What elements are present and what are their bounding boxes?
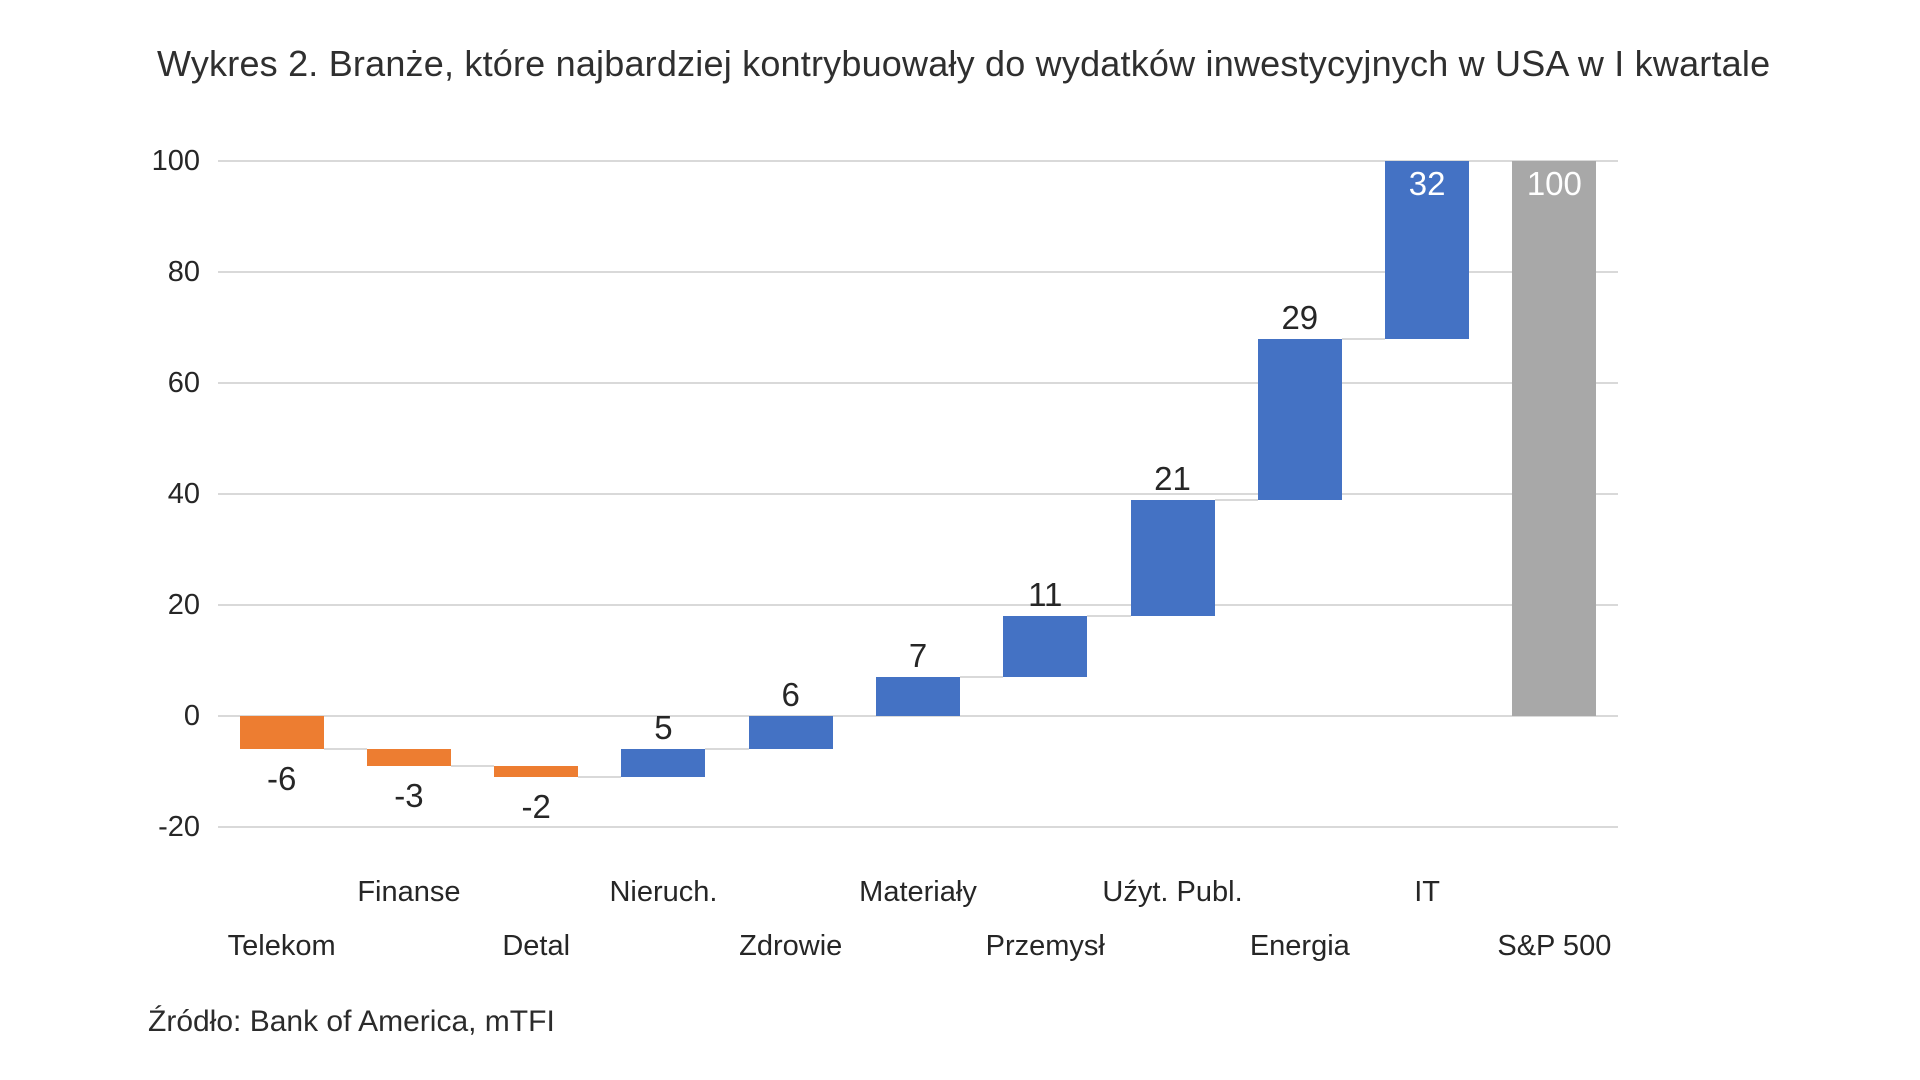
bar-value-label-zdrowie: 6 — [781, 676, 800, 713]
gridline-100 — [218, 160, 1618, 162]
waterfall-bar-energia — [1257, 338, 1342, 500]
chart-title: Wykres 2. Branże, które najbardziej kont… — [157, 43, 1771, 84]
waterfall-bar-detal — [494, 765, 579, 778]
y-axis-tick-20: 20 — [167, 589, 200, 621]
source-note: Źródło: Bank of America, mTFI — [148, 1005, 555, 1038]
waterfall-bar-nieruch — [621, 749, 706, 778]
y-axis-tick-100: 100 — [151, 145, 200, 177]
gridline--20 — [218, 826, 1618, 828]
y-axis-tick-40: 40 — [167, 478, 200, 510]
bar-value-label-przemysl: 11 — [1028, 576, 1063, 614]
x-axis-label-energia: Energia — [1249, 930, 1350, 962]
bar-value-label-telekom: -6 — [266, 760, 297, 798]
bar-value-label-finanse: -3 — [394, 776, 424, 814]
y-axis-tick--20: -20 — [158, 811, 200, 843]
x-axis-label-detal: Detal — [502, 930, 571, 962]
connector-finanse-to-detal — [450, 764, 495, 767]
x-axis-label-nieruch: Nieruch. — [609, 876, 718, 908]
connector-materialy-to-przemysl — [960, 676, 1004, 679]
x-axis-label-telekom: Telekom — [227, 930, 336, 962]
x-axis-label-finanse: Finanse — [357, 876, 461, 908]
bar-value-label-nieruch: 5 — [654, 709, 673, 747]
gridline-80 — [218, 271, 1618, 273]
connector-przemysl-to-uzyt-publ — [1087, 615, 1131, 618]
y-axis-tick-80: 80 — [167, 256, 200, 288]
waterfall-bar-finanse — [366, 749, 451, 766]
bar-value-label-detal: -2 — [521, 788, 551, 826]
gridline-0 — [218, 715, 1618, 717]
waterfall-bar-uzyt-publ — [1130, 499, 1215, 617]
bar-value-label-energia: 29 — [1281, 298, 1319, 336]
gridline-20 — [218, 604, 1618, 606]
bar-value-label-uzyt-publ: 21 — [1154, 459, 1191, 497]
y-axis-tick-60: 60 — [167, 367, 200, 399]
waterfall-bar-zdrowie — [748, 716, 833, 750]
x-axis-label-zdrowie: Zdrowie — [739, 930, 843, 962]
waterfall-bar-materialy — [876, 677, 960, 716]
bar-value-label-s-p-500: 100 — [1526, 165, 1582, 202]
connector-detal-to-nieruch — [578, 776, 622, 779]
gridline-40 — [218, 493, 1618, 495]
x-axis-label-uzyt-publ: Uźyt. Publ. — [1102, 876, 1243, 908]
total-bar-s-p-500 — [1512, 161, 1597, 716]
x-axis-label-it: IT — [1414, 876, 1440, 908]
connector-uzyt-publ-to-energia — [1214, 498, 1258, 501]
y-axis-tick-0: 0 — [183, 700, 200, 732]
connector-it-to-s-p-500 — [1469, 160, 1513, 162]
bar-value-label-materialy: 7 — [908, 637, 928, 675]
connector-telekom-to-finanse — [323, 748, 367, 751]
waterfall-bar-it — [1385, 161, 1470, 339]
x-axis-label-materialy: Materiały — [859, 876, 977, 908]
bar-value-label-it: 32 — [1408, 165, 1446, 202]
connector-nieruch-to-zdrowie — [705, 748, 749, 751]
gridline-60 — [218, 382, 1618, 384]
connector-zdrowie-to-materialy — [832, 715, 876, 717]
x-axis-label-przemysl: Przemysł — [985, 930, 1105, 962]
waterfall-bar-przemysl — [1003, 616, 1088, 678]
connector-energia-to-it — [1341, 337, 1386, 340]
x-axis-label-s-p-500: S&P 500 — [1497, 930, 1612, 962]
waterfall-bar-telekom — [239, 716, 324, 750]
